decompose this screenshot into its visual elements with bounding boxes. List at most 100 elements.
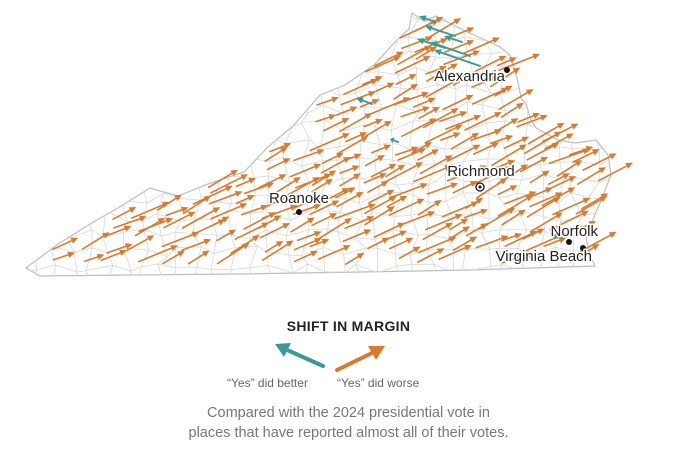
city-alexandria: Alexandria — [433, 67, 510, 87]
shift-arrow-worse — [342, 229, 372, 243]
city-dot — [296, 209, 302, 215]
footnote-line-2: places that have reported almost all of … — [188, 425, 509, 441]
shift-arrow-worse — [338, 136, 369, 154]
shift-arrow-worse — [527, 122, 565, 145]
shift-arrow-worse — [491, 144, 527, 167]
shift-arrow-worse — [265, 197, 286, 208]
shift-arrow-better — [356, 97, 373, 105]
shift-arrow-worse — [496, 57, 517, 67]
shift-arrow-worse — [576, 167, 606, 185]
shift-arrow-worse — [394, 146, 419, 156]
legend-label-better: “Yes” did better — [227, 376, 308, 390]
shift-arrow-better — [419, 15, 436, 23]
shift-arrow-worse — [163, 211, 196, 229]
city-dot — [566, 239, 572, 245]
shift-arrow-worse — [425, 65, 447, 75]
shift-arrow-worse — [400, 118, 437, 138]
shift-arrow-worse — [216, 242, 250, 265]
shift-arrow-worse — [417, 199, 442, 216]
shift-arrow-worse — [417, 149, 439, 161]
shift-arrow-worse — [464, 112, 502, 131]
shift-arrow-worse — [364, 56, 401, 73]
shift-arrow-worse — [364, 120, 392, 137]
shift-arrow-worse — [522, 228, 545, 240]
shift-arrow-worse — [501, 209, 526, 226]
shift-arrow-worse — [426, 18, 461, 40]
shift-arrow-worse — [516, 114, 548, 128]
shift-arrow-worse — [441, 201, 479, 218]
shift-arrow-worse — [452, 180, 478, 194]
shift-arrow-worse — [368, 97, 411, 116]
city-roanoke: Roanoke — [267, 189, 331, 215]
shift-arrow-worse — [393, 83, 418, 100]
shift-arrow-worse — [134, 217, 166, 237]
shift-arrow-worse — [498, 53, 540, 71]
shift-arrow-worse — [368, 189, 395, 204]
shift-arrow-worse — [476, 178, 508, 199]
shift-arrow-worse — [415, 46, 437, 60]
shift-arrow-worse — [471, 75, 498, 88]
shift-arrow-worse — [309, 200, 340, 216]
shift-arrow-worse — [452, 236, 478, 251]
shift-arrow-worse — [322, 118, 350, 132]
shift-arrow-worse — [547, 173, 570, 186]
shift-arrow-worse — [344, 216, 375, 229]
shift-arrow-worse — [230, 235, 260, 254]
shift-arrow-better — [552, 233, 563, 240]
shift-arrow-worse — [52, 237, 79, 251]
shift-arrow-worse — [264, 146, 288, 162]
shift-arrow-worse — [502, 255, 523, 264]
legend-title: SHIFT IN MARGIN — [286, 318, 411, 334]
shift-arrow-worse — [187, 250, 210, 265]
shift-arrow-worse — [234, 222, 269, 240]
shift-arrow-worse — [259, 223, 290, 239]
shift-arrow-worse — [552, 197, 591, 216]
shift-arrow-worse — [261, 240, 294, 261]
shift-arrow-worse — [472, 142, 500, 155]
shift-arrow-worse — [575, 195, 608, 215]
shift-arrow-worse — [424, 124, 463, 144]
shift-arrow-worse — [526, 142, 560, 161]
shift-arrow-worse — [216, 229, 237, 242]
shift-arrow-worse — [572, 149, 600, 163]
shift-arrow-worse — [131, 201, 170, 219]
shift-arrow-worse — [444, 40, 475, 53]
shift-arrow-worse — [266, 158, 291, 171]
footnote-line-1: Compared with the 2024 presidential vote… — [207, 405, 490, 421]
shift-arrow-worse — [424, 213, 463, 231]
shift-arrow-worse — [317, 245, 351, 260]
orange-arrow-icon — [335, 346, 385, 372]
shift-arrow-worse — [364, 195, 397, 215]
shift-arrow-worse — [471, 87, 509, 105]
shift-arrow-worse — [243, 212, 277, 230]
shift-arrow-worse — [386, 195, 408, 208]
shift-arrow-worse — [524, 233, 565, 252]
shift-arrow-worse — [293, 250, 318, 263]
shift-arrow-worse — [597, 162, 633, 182]
shift-arrow-worse — [422, 222, 453, 241]
shift-arrow-worse — [311, 178, 333, 193]
shift-arrow-worse — [165, 206, 189, 217]
shift-arrow-worse — [81, 232, 110, 250]
shift-arrow-worse — [523, 131, 562, 155]
shift-arrow-worse — [269, 176, 301, 198]
shift-arrow-worse — [444, 114, 482, 130]
city-richmond: Richmond — [446, 162, 516, 192]
shift-arrow-worse — [138, 245, 179, 263]
teal-arrow-icon — [275, 343, 325, 368]
shift-arrow-worse — [315, 114, 337, 123]
shift-arrow-worse — [364, 155, 385, 167]
shift-arrow-worse — [292, 195, 323, 210]
shift-arrow-worse — [413, 165, 452, 183]
shift-arrow-worse — [400, 106, 430, 118]
shift-arrow-worse — [497, 195, 534, 217]
shift-arrow-worse — [240, 204, 269, 216]
shift-arrow-worse — [475, 235, 509, 249]
shift-arrow-worse — [367, 237, 390, 250]
shift-arrow-worse — [418, 106, 441, 120]
city-markers: Alexandria Richmond Roanoke Norfolk Virg… — [267, 67, 600, 267]
shift-arrow-worse — [439, 111, 468, 123]
city-label-virginia-beach: Virginia Beach — [496, 248, 592, 265]
shift-arrow-worse — [293, 238, 322, 251]
shift-arrow-worse — [321, 152, 344, 164]
